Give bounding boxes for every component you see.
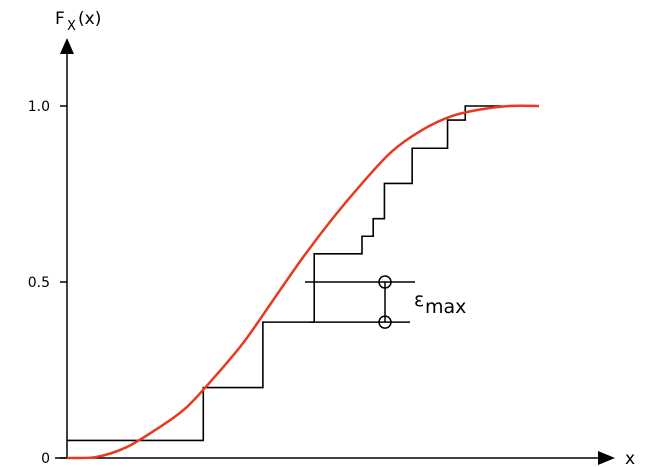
y-axis-arrowhead xyxy=(60,38,74,54)
epsilon-label-sub: max xyxy=(425,296,466,318)
y-tick-label-0: 0 xyxy=(41,451,50,467)
y-label-suffix: (x) xyxy=(78,9,101,29)
epsilon-top-marker xyxy=(378,275,392,289)
theoretical-cdf-curve xyxy=(66,104,540,460)
x-axis-label: x xyxy=(625,449,635,467)
y-label-sub: X xyxy=(67,19,76,34)
epsilon-bottom-marker xyxy=(378,315,392,329)
y-tick-label-2: 1.0 xyxy=(28,99,50,115)
empirical-cdf-step-line xyxy=(67,105,502,442)
y-axis-label: F X (x) xyxy=(55,9,101,34)
epsilon-label: ε xyxy=(414,289,424,311)
y-ticks: 0 0.5 1.0 xyxy=(28,99,67,467)
x-axis-arrowhead xyxy=(598,451,615,465)
annotation-layer: ε max xyxy=(305,275,466,329)
y-tick-label-1: 0.5 xyxy=(28,275,50,291)
axes xyxy=(55,38,615,465)
y-label-main: F xyxy=(55,9,65,29)
series-layer xyxy=(66,104,540,460)
